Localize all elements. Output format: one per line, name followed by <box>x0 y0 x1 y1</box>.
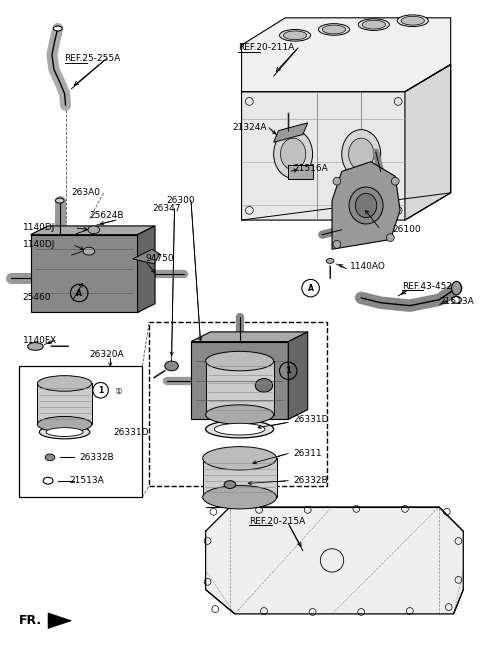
Polygon shape <box>241 18 451 92</box>
Ellipse shape <box>401 16 424 25</box>
Ellipse shape <box>452 281 461 295</box>
Ellipse shape <box>274 129 312 178</box>
Text: REF.25-255A: REF.25-255A <box>65 54 121 63</box>
Circle shape <box>386 234 394 242</box>
Polygon shape <box>288 332 308 419</box>
Circle shape <box>391 177 399 185</box>
Ellipse shape <box>28 342 43 350</box>
Text: 1140DJ: 1140DJ <box>23 240 55 249</box>
Text: FR.: FR. <box>19 614 42 627</box>
Ellipse shape <box>45 454 55 461</box>
Text: 1140DJ: 1140DJ <box>23 223 55 233</box>
Bar <box>19 366 143 497</box>
Ellipse shape <box>37 376 92 391</box>
Text: 21516A: 21516A <box>293 164 328 173</box>
Polygon shape <box>241 64 451 220</box>
Text: 26320A: 26320A <box>89 350 123 359</box>
Ellipse shape <box>205 405 274 424</box>
Ellipse shape <box>362 20 385 29</box>
Ellipse shape <box>326 258 334 263</box>
Ellipse shape <box>39 425 90 439</box>
Polygon shape <box>138 226 155 313</box>
Text: 94750: 94750 <box>145 254 174 263</box>
Ellipse shape <box>205 351 274 371</box>
Ellipse shape <box>342 129 381 178</box>
Ellipse shape <box>358 19 389 30</box>
Ellipse shape <box>280 138 306 170</box>
Ellipse shape <box>205 420 274 438</box>
Text: 1140AO: 1140AO <box>349 262 385 271</box>
Text: 21513A: 21513A <box>439 297 474 306</box>
Polygon shape <box>405 64 451 220</box>
Ellipse shape <box>215 423 265 435</box>
Polygon shape <box>274 123 308 143</box>
Circle shape <box>333 240 341 248</box>
Text: 25624B: 25624B <box>89 211 123 219</box>
Bar <box>149 322 327 486</box>
Ellipse shape <box>203 447 276 470</box>
Ellipse shape <box>348 138 374 170</box>
Text: 26332B: 26332B <box>79 453 114 462</box>
Text: 26347: 26347 <box>152 204 180 213</box>
Bar <box>288 165 312 179</box>
Polygon shape <box>132 249 160 264</box>
Ellipse shape <box>88 226 100 234</box>
Bar <box>203 459 276 497</box>
Text: 25460: 25460 <box>23 294 51 302</box>
Ellipse shape <box>322 25 346 34</box>
Polygon shape <box>48 613 72 629</box>
Ellipse shape <box>349 187 383 224</box>
Text: 26300: 26300 <box>167 196 195 205</box>
Ellipse shape <box>83 247 95 255</box>
Polygon shape <box>31 235 138 313</box>
Text: 26332B: 26332B <box>293 476 328 485</box>
Text: 26100: 26100 <box>392 225 421 235</box>
Bar <box>37 384 92 424</box>
Text: REF.20-215A: REF.20-215A <box>250 517 306 526</box>
Ellipse shape <box>279 30 311 41</box>
Bar <box>205 361 274 415</box>
Circle shape <box>333 177 341 185</box>
Text: 21324A: 21324A <box>233 124 267 132</box>
Ellipse shape <box>165 361 179 371</box>
Text: 21513A: 21513A <box>70 476 104 485</box>
Ellipse shape <box>46 428 83 436</box>
Polygon shape <box>191 342 288 419</box>
Text: 263A0: 263A0 <box>72 189 100 197</box>
Text: 1140FX: 1140FX <box>23 336 57 345</box>
Text: REF.20-211A: REF.20-211A <box>238 43 294 53</box>
Ellipse shape <box>397 15 428 26</box>
Ellipse shape <box>255 378 273 392</box>
Ellipse shape <box>283 31 307 39</box>
Ellipse shape <box>318 24 349 35</box>
Polygon shape <box>31 226 155 235</box>
Polygon shape <box>191 332 308 342</box>
Text: 1: 1 <box>98 386 103 395</box>
Polygon shape <box>205 507 463 614</box>
Text: A: A <box>76 288 82 298</box>
Text: ①: ① <box>110 387 123 396</box>
Text: 26331D: 26331D <box>293 415 329 424</box>
Ellipse shape <box>55 198 64 203</box>
Text: REF.43-452: REF.43-452 <box>402 282 452 290</box>
Text: 26311: 26311 <box>293 449 322 458</box>
Ellipse shape <box>53 26 62 31</box>
Ellipse shape <box>37 417 92 432</box>
Ellipse shape <box>224 481 236 488</box>
Text: A: A <box>308 284 313 292</box>
Polygon shape <box>332 162 400 249</box>
Text: 26331D: 26331D <box>113 428 149 436</box>
Ellipse shape <box>203 486 276 509</box>
Ellipse shape <box>355 193 377 217</box>
Text: 1: 1 <box>285 367 291 375</box>
